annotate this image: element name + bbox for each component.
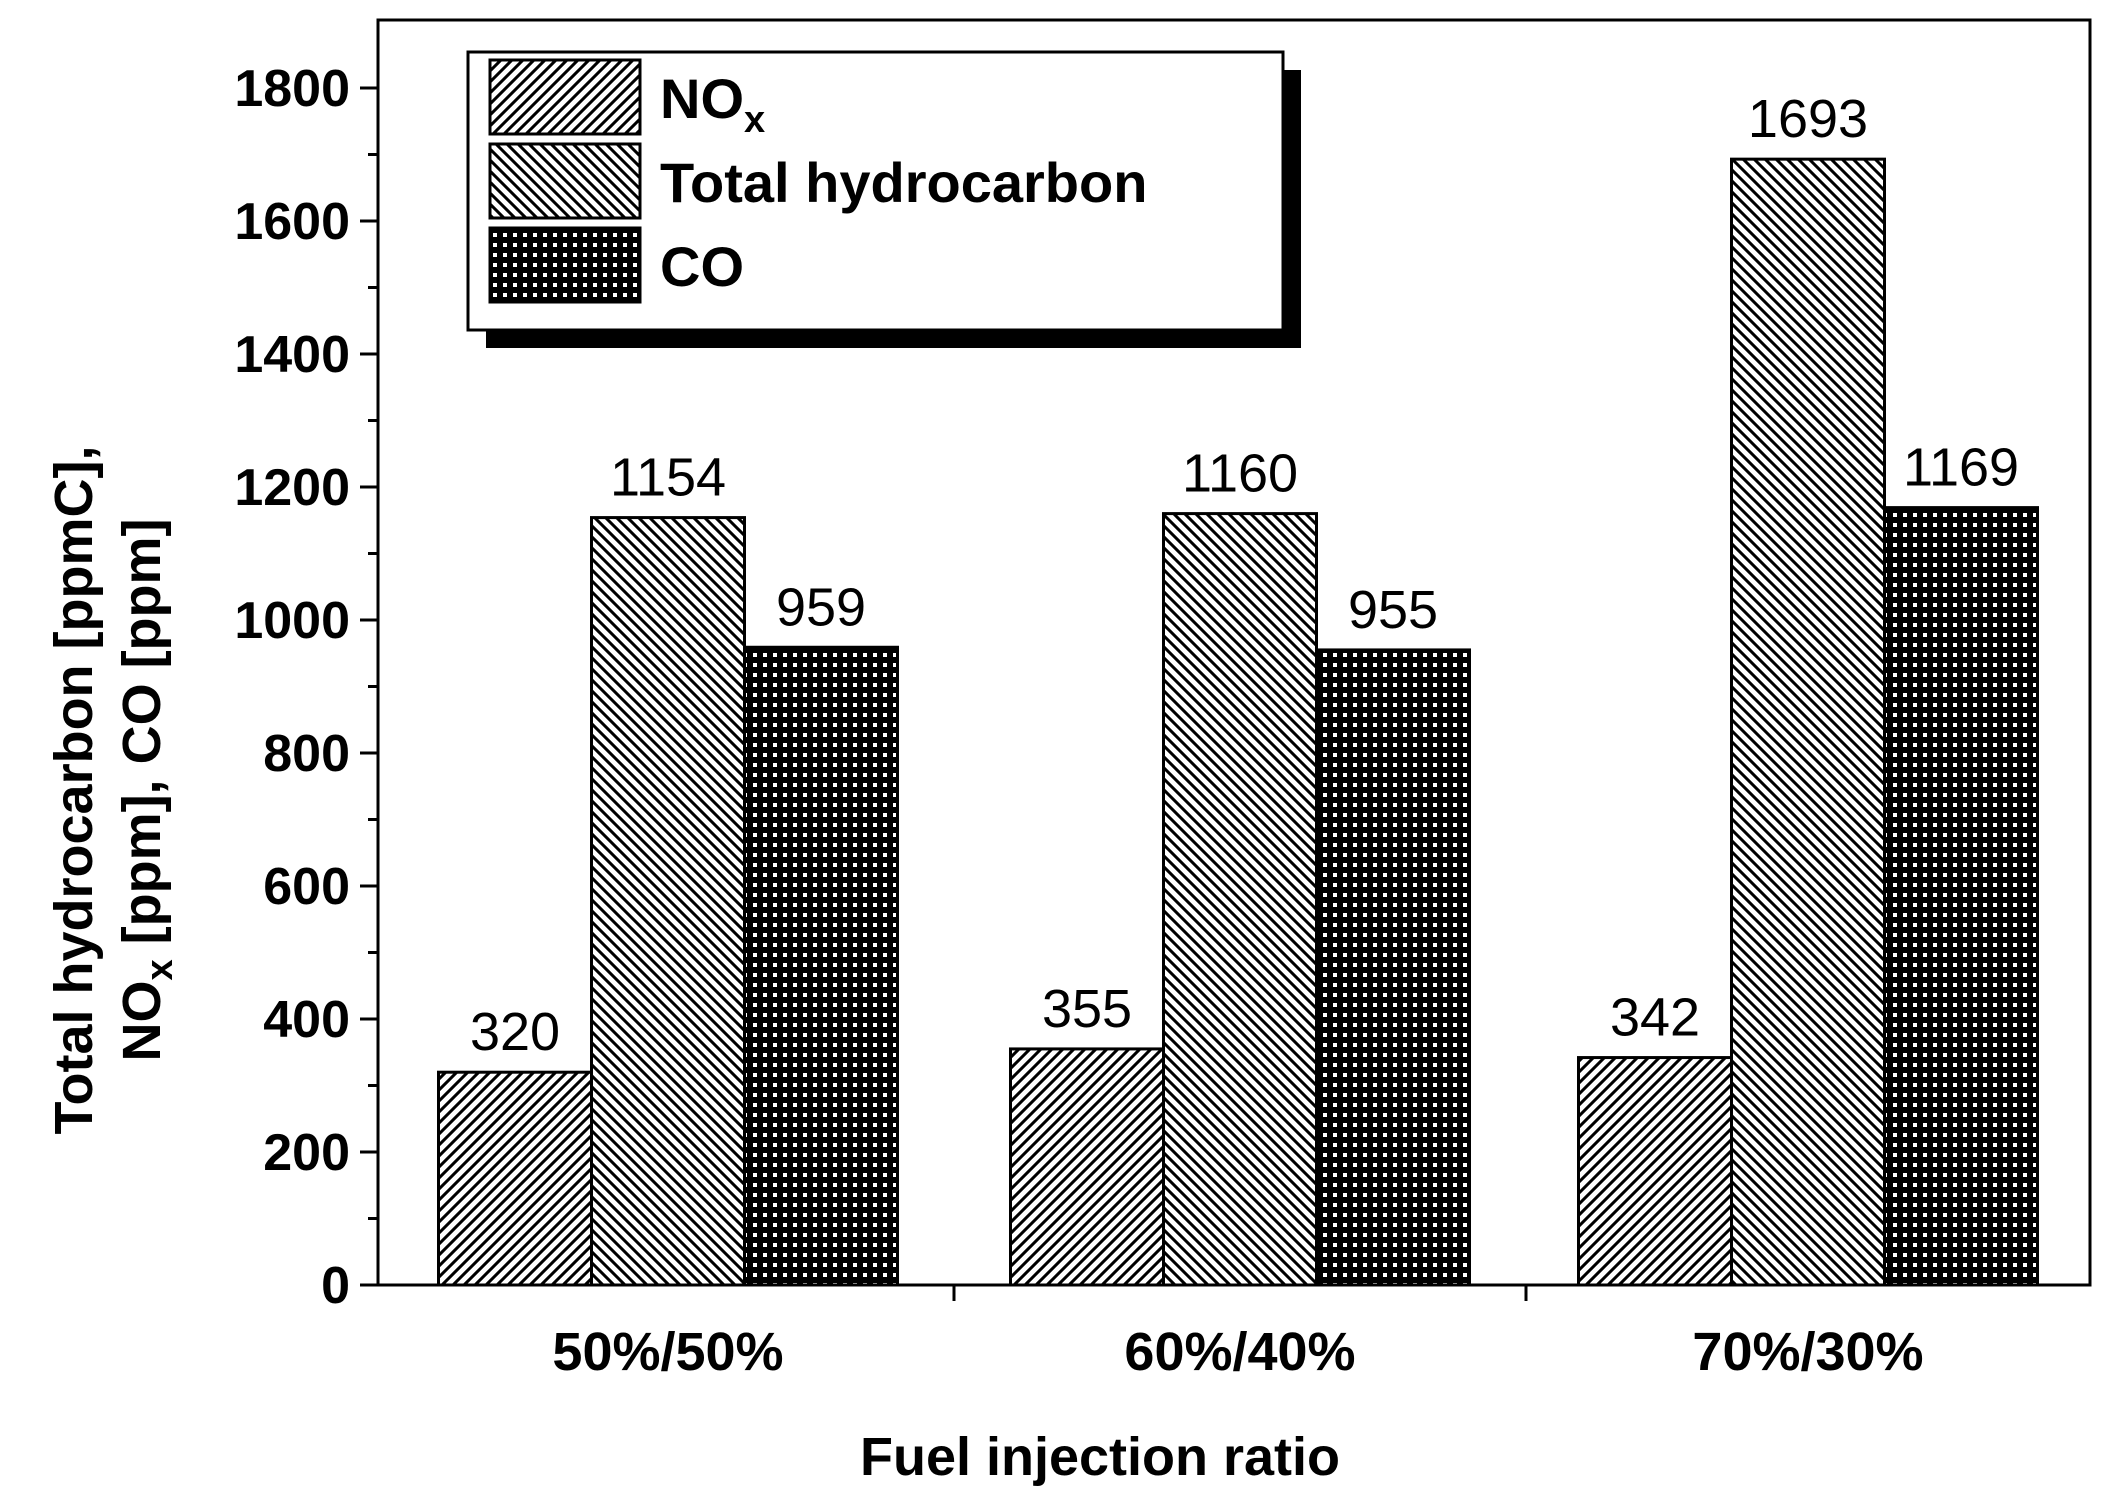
- legend-swatch: [488, 226, 642, 304]
- y-tick-label: 1400: [234, 326, 350, 384]
- bar-value-label: 342: [1610, 988, 1700, 1048]
- legend-swatch: [488, 58, 642, 136]
- y-tick-label: 600: [263, 858, 350, 916]
- bar: [1577, 1056, 1733, 1287]
- y-axis-title-line1: Total hydrocarbon [ppmC],: [44, 446, 104, 1135]
- legend-label: Total hydrocarbon: [660, 151, 1147, 214]
- y-tick-label: 1600: [234, 193, 350, 251]
- bar: [437, 1070, 593, 1287]
- y-tick-label: 800: [263, 725, 350, 783]
- y-axis-title-line2: NOx [ppm], CO [ppm]: [112, 518, 181, 1061]
- bar-value-label: 355: [1042, 979, 1132, 1039]
- x-tick-label: 60%/40%: [1124, 1322, 1355, 1382]
- y-tick-label: 1800: [234, 60, 350, 118]
- bar-value-label: 1693: [1748, 89, 1868, 149]
- legend-label: CO: [660, 235, 744, 298]
- bar: [1730, 157, 1886, 1287]
- bar: [1315, 648, 1471, 1287]
- bar-value-label: 1154: [610, 448, 726, 508]
- bar: [1883, 506, 2039, 1287]
- bar-value-label: 955: [1348, 580, 1438, 640]
- axes-group: 0 200 400 600 800 1000 1200 1400 1600 1800 50%/50%…: [234, 18, 2092, 1382]
- bars-group: [437, 157, 2039, 1287]
- bar: [1162, 512, 1318, 1287]
- legend-label: NOx: [660, 67, 765, 141]
- bar: [590, 516, 746, 1287]
- value-labels-group: 320 355 342 1154 1160 1693 959 955 1169: [470, 89, 2019, 1062]
- x-axis-title: Fuel injection ratio: [860, 1427, 1340, 1487]
- x-tick-label: 50%/50%: [552, 1322, 783, 1382]
- y-tick-label: 1000: [234, 592, 350, 650]
- bar-value-label: 320: [470, 1002, 560, 1062]
- bar-value-label: 1160: [1182, 444, 1298, 504]
- plot-frame: [376, 18, 2092, 1287]
- y-tick-label: 400: [263, 991, 350, 1049]
- y-tick-label: 0: [321, 1257, 350, 1315]
- legend: NOx Total hydrocarbon CO: [466, 50, 1301, 348]
- bar-value-label: 959: [776, 577, 866, 637]
- y-tick-label: 200: [263, 1124, 350, 1182]
- legend-swatch: [488, 142, 642, 220]
- x-tick-label: 70%/30%: [1692, 1322, 1923, 1382]
- y-tick-label: 1200: [234, 459, 350, 517]
- bar: [1009, 1047, 1165, 1287]
- bar-value-label: 1169: [1903, 438, 2019, 498]
- bar: [743, 645, 899, 1287]
